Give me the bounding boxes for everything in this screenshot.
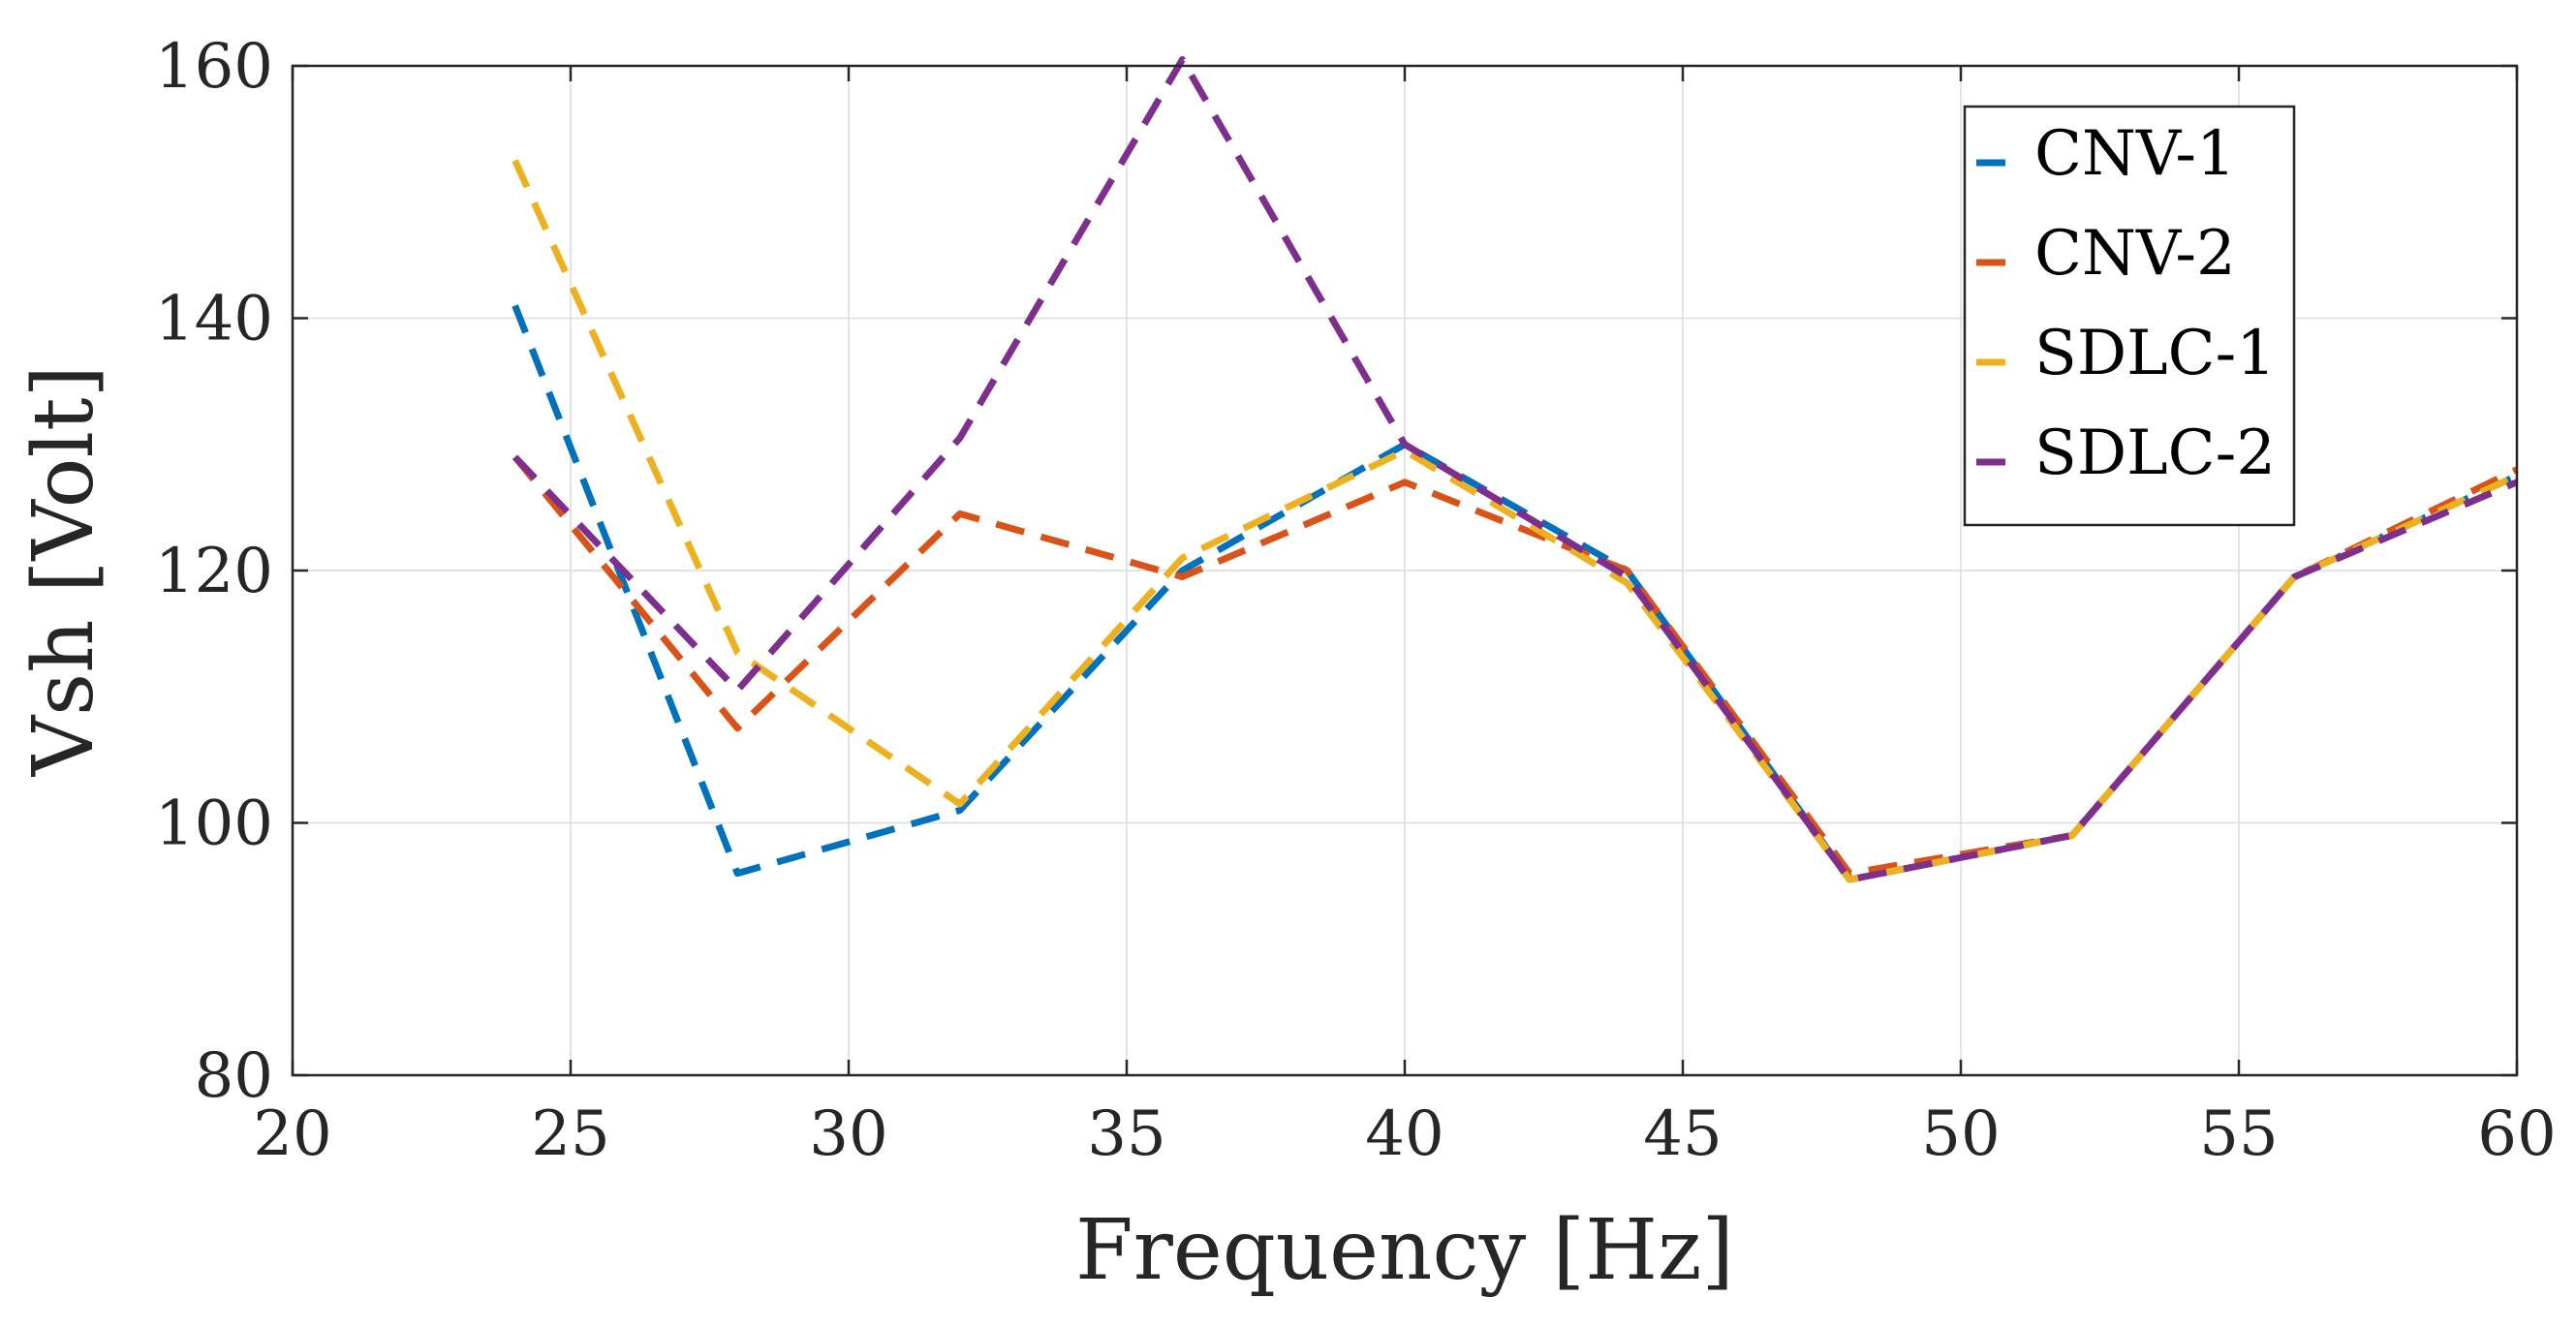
x-tick-label: 35 bbox=[1087, 1098, 1165, 1170]
x-tick-label: 20 bbox=[253, 1098, 331, 1170]
x-tick-label: 45 bbox=[1643, 1098, 1722, 1170]
legend-label-cnv-1: CNV-1 bbox=[2034, 118, 2236, 190]
y-tick-label: 160 bbox=[155, 31, 273, 103]
x-tick-label: 40 bbox=[1365, 1098, 1443, 1170]
y-tick-label: 80 bbox=[195, 1040, 273, 1112]
series-line-sdlc-1 bbox=[512, 159, 2519, 883]
y-tick-label: 120 bbox=[155, 536, 273, 607]
x-tick-label: 30 bbox=[809, 1098, 887, 1170]
series-line-sdlc-2 bbox=[512, 56, 2519, 883]
y-tick-label: 100 bbox=[155, 788, 273, 860]
series-lines bbox=[512, 56, 2519, 883]
x-tick-label: 60 bbox=[2477, 1098, 2556, 1170]
series-line-cnv-1 bbox=[512, 304, 2519, 883]
legend-box bbox=[1963, 105, 2296, 527]
y-axis-label: Vsh [Volt] bbox=[16, 365, 112, 777]
y-tick-label: 140 bbox=[155, 284, 273, 355]
x-tick-label: 55 bbox=[2199, 1098, 2278, 1170]
axis-ticks: 20 25 30 35 40 45 50 55 60 80 100 120 140 160 bbox=[155, 31, 2557, 1170]
legend-label-sdlc-1: SDLC-1 bbox=[2034, 318, 2276, 389]
x-tick-label: 25 bbox=[531, 1098, 609, 1170]
x-axis-label: Frequency [Hz] bbox=[1075, 1202, 1734, 1299]
legend-label-cnv-2: CNV-2 bbox=[2034, 218, 2236, 290]
legend-label-sdlc-2: SDLC-2 bbox=[2034, 417, 2276, 489]
x-tick-label: 50 bbox=[1921, 1098, 2000, 1170]
legend: CNV-1 CNV-2 SDLC-1 SDLC-2 bbox=[1963, 105, 2296, 527]
axis-labels: Frequency [Hz] Vsh [Volt] bbox=[16, 365, 1734, 1299]
